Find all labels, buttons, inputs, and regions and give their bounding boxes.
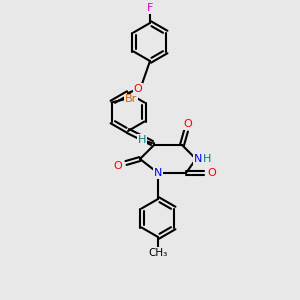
Text: F: F: [147, 3, 153, 13]
Text: O: O: [184, 119, 192, 129]
Text: O: O: [134, 84, 142, 94]
Text: N: N: [154, 168, 162, 178]
Text: CH₃: CH₃: [148, 248, 168, 258]
Text: H: H: [138, 135, 146, 145]
Text: N: N: [194, 154, 202, 164]
Text: Br: Br: [124, 94, 137, 104]
Text: H: H: [203, 154, 211, 164]
Text: O: O: [114, 161, 122, 171]
Text: O: O: [208, 168, 216, 178]
